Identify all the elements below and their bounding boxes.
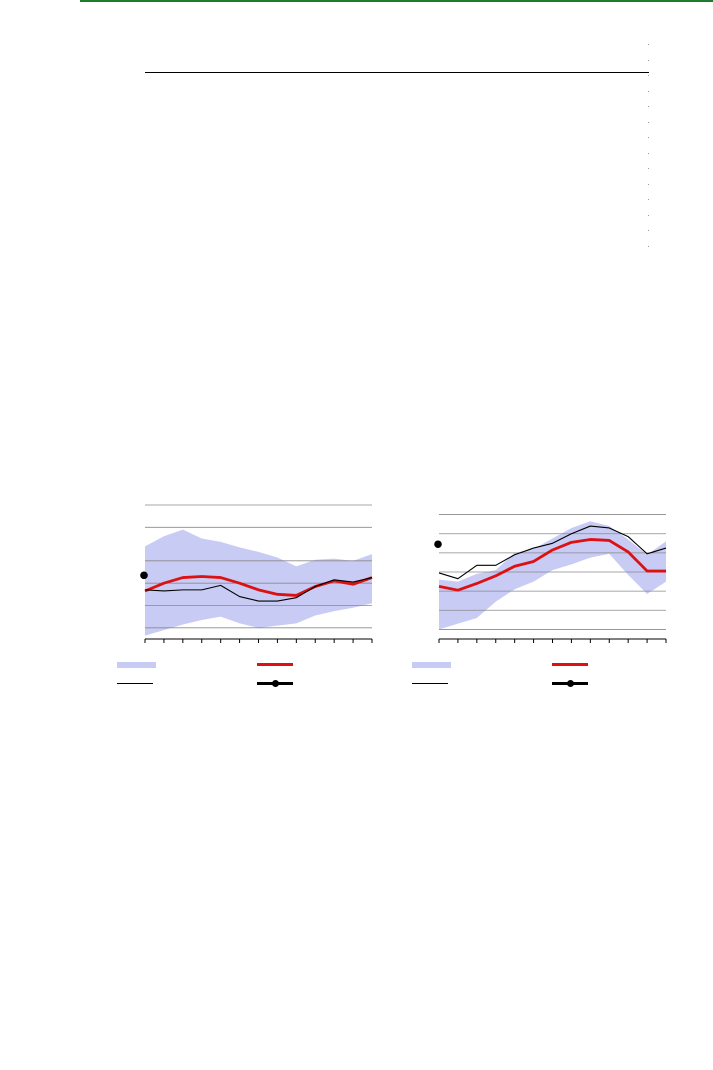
leader-dot xyxy=(648,75,649,76)
legend1-band-swatch xyxy=(117,662,156,668)
leader-dot xyxy=(648,106,649,107)
leader-dot xyxy=(648,168,649,169)
leader-dot xyxy=(648,230,649,231)
legend1-forecast-swatch xyxy=(257,663,293,666)
leader-dot xyxy=(648,44,649,45)
legend2-forecast-swatch xyxy=(552,663,588,666)
chart2-forecast-line xyxy=(438,538,666,592)
chart1-forecast-line xyxy=(144,575,373,597)
section-rule xyxy=(145,72,649,73)
chart1-marker-point xyxy=(140,571,148,580)
chart1-history-line xyxy=(144,577,373,602)
legend2-marker-dot-swatch xyxy=(567,680,574,687)
charts-canvas xyxy=(140,504,667,643)
legend2-history-swatch xyxy=(412,683,448,684)
header-rule xyxy=(80,0,713,2)
leader-dot xyxy=(648,122,649,123)
leader-dot xyxy=(648,199,649,200)
chart2-marker-point xyxy=(434,540,442,549)
leader-dot xyxy=(648,184,649,185)
leader-dot xyxy=(648,246,649,247)
leader-dot xyxy=(648,60,649,61)
chart2-history-line xyxy=(438,525,667,580)
leader-dot xyxy=(648,91,649,92)
legend2-band-swatch xyxy=(412,662,451,668)
leader-dot xyxy=(648,137,649,138)
legend1-marker-dot-swatch xyxy=(272,680,279,687)
leader-dot xyxy=(648,215,649,216)
chart2-band xyxy=(439,521,666,630)
legend1-history-swatch xyxy=(117,683,153,684)
leader-dot xyxy=(648,153,649,154)
chart1-band xyxy=(145,529,372,636)
